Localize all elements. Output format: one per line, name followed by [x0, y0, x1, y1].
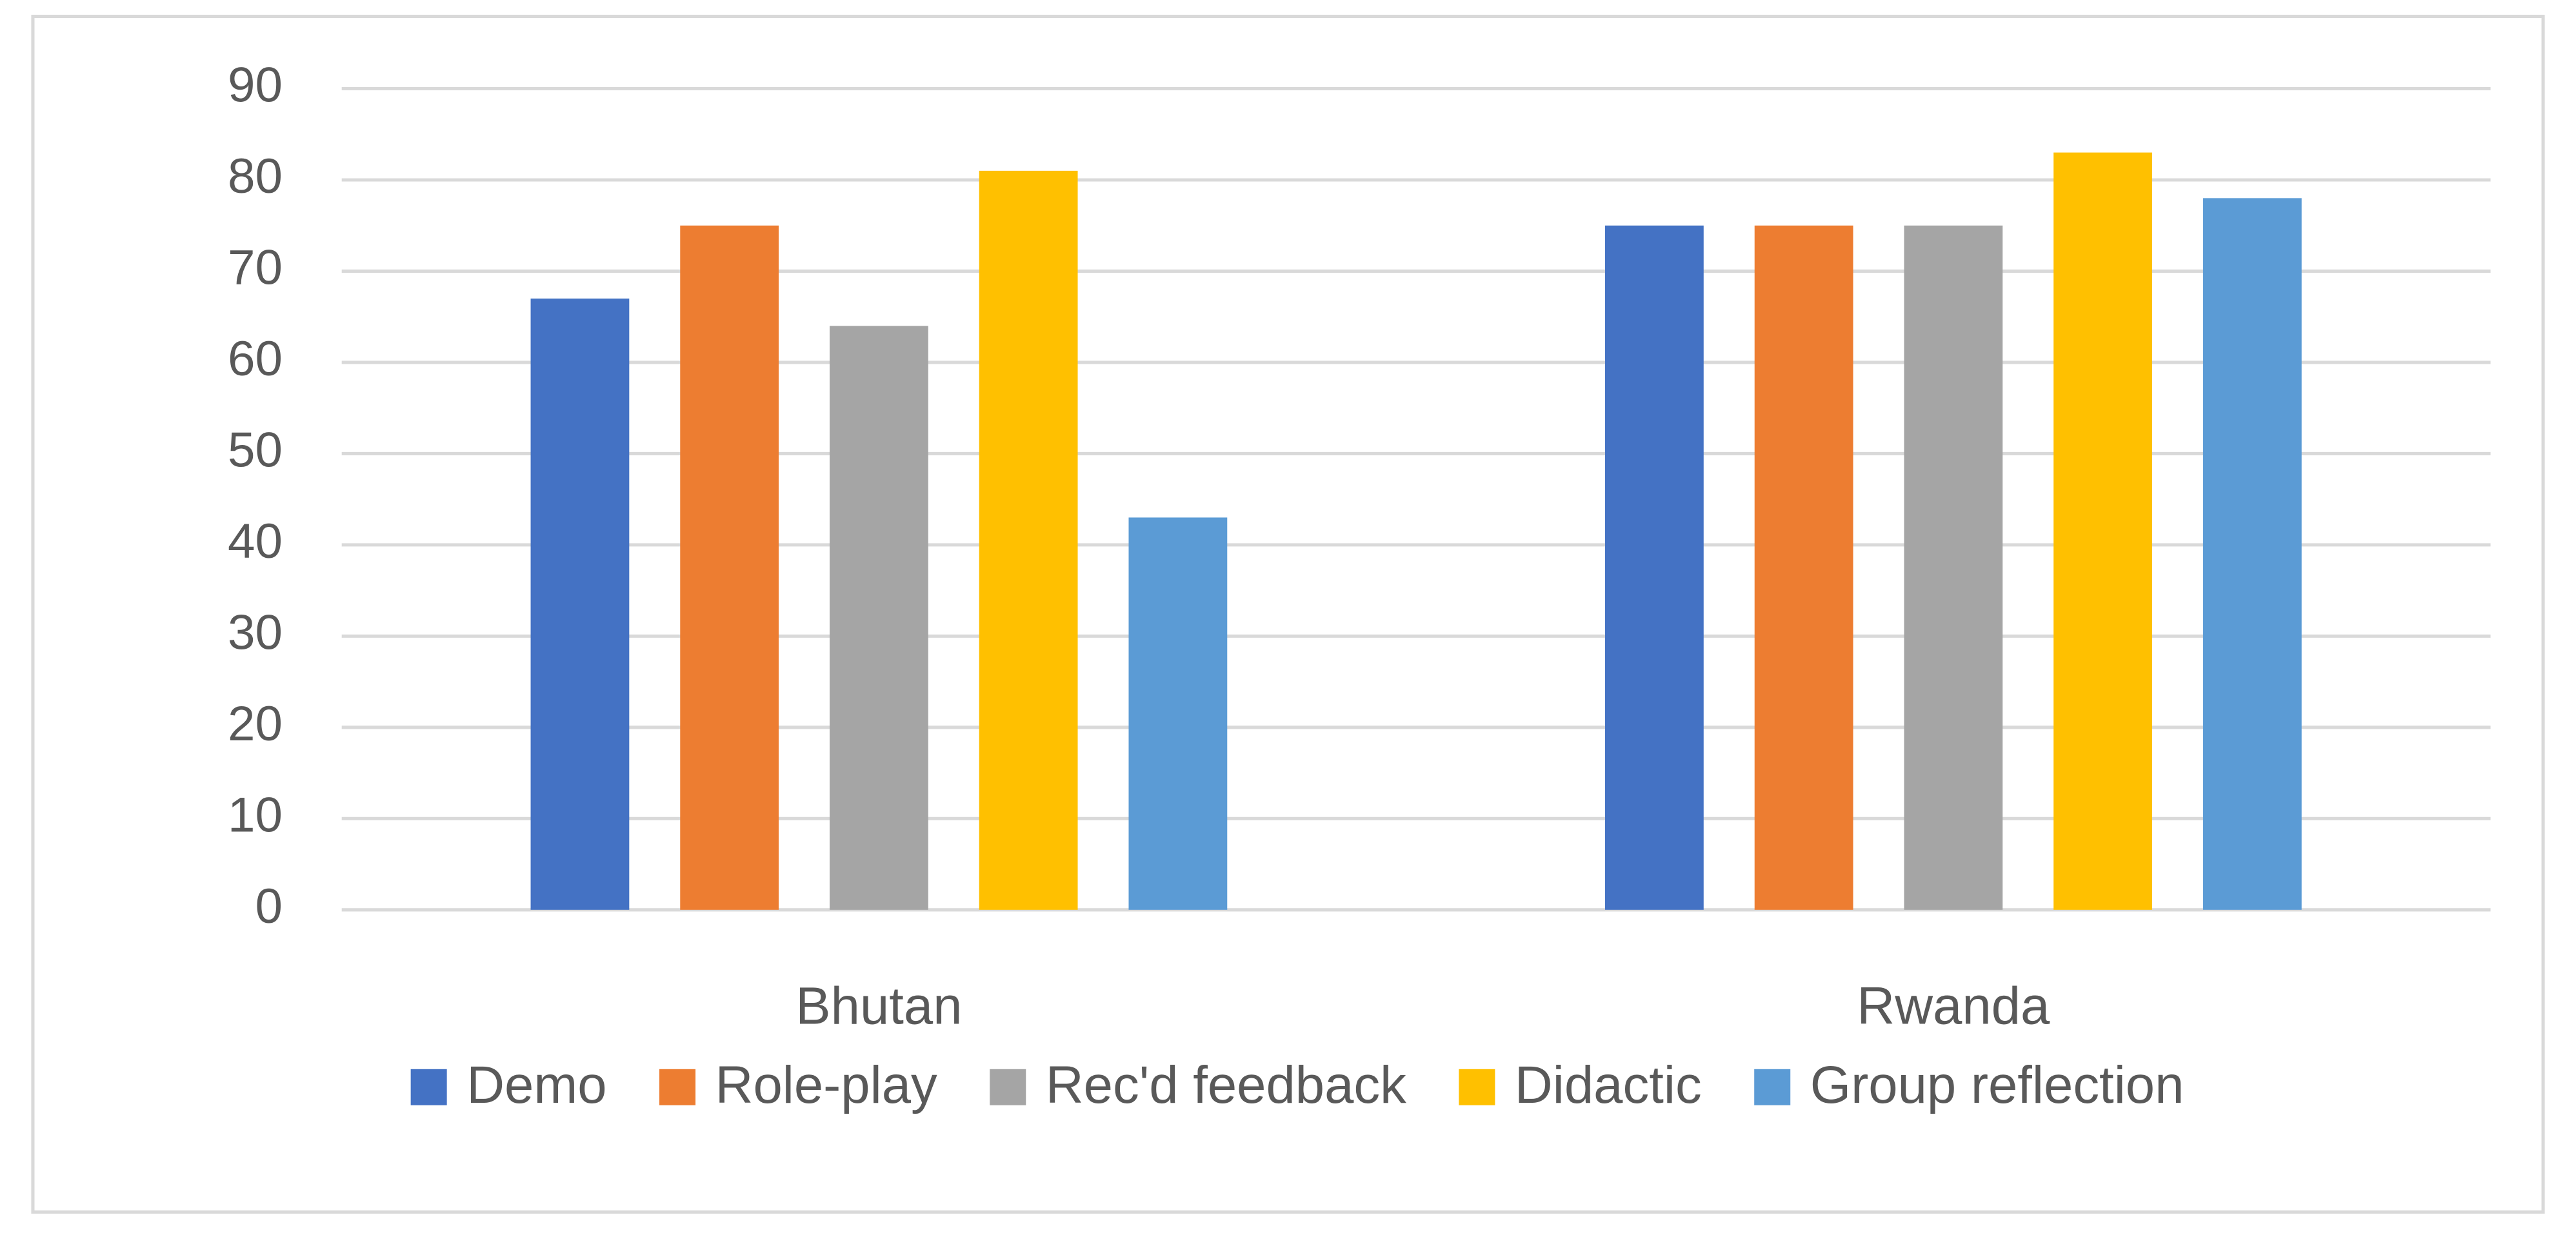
y-tick-label: 80	[228, 149, 283, 204]
y-tick-label: 40	[228, 514, 283, 569]
bar	[1904, 225, 2003, 910]
x-tick-label: Rwanda	[1857, 977, 2050, 1036]
legend-swatch	[1754, 1069, 1791, 1105]
legend-label: Demo	[466, 1056, 606, 1114]
bar	[530, 298, 630, 910]
x-tick-label: Bhutan	[795, 977, 962, 1036]
y-tick-label: 0	[255, 879, 283, 934]
y-tick-label: 20	[228, 697, 283, 751]
bar	[1754, 225, 1853, 910]
legend-swatch	[990, 1069, 1026, 1105]
legend-swatch	[1459, 1069, 1495, 1105]
bar	[680, 225, 779, 910]
bar	[2202, 198, 2302, 910]
bar	[2053, 152, 2152, 910]
bar	[979, 170, 1078, 910]
y-tick-label: 90	[228, 58, 283, 113]
y-tick-label: 70	[228, 241, 283, 295]
legend-label: Rec'd feedback	[1046, 1056, 1406, 1114]
legend-label: Didactic	[1515, 1056, 1702, 1114]
y-tick-label: 60	[228, 331, 283, 386]
bar	[830, 326, 928, 910]
legend-swatch	[410, 1069, 447, 1105]
y-tick-label: 30	[228, 606, 283, 660]
legend-label: Group reflection	[1810, 1056, 2184, 1114]
y-tick-label: 50	[228, 423, 283, 478]
chart-border	[31, 14, 2545, 1214]
legend-label: Role-play	[715, 1056, 937, 1114]
y-tick-label: 10	[228, 787, 283, 842]
bar	[1128, 517, 1228, 910]
bar	[1604, 225, 1704, 910]
legend-swatch	[659, 1069, 696, 1105]
